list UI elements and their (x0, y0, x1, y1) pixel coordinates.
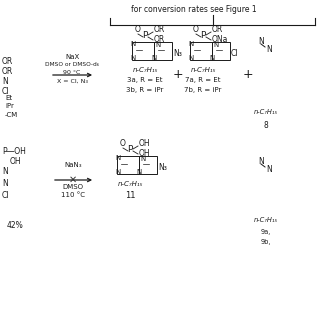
Text: 7a, R = Et: 7a, R = Et (185, 77, 221, 83)
Text: ✕: ✕ (69, 175, 77, 185)
Text: OR: OR (154, 35, 165, 44)
Text: -CM: -CM (5, 112, 18, 118)
Text: 11: 11 (125, 191, 135, 201)
Text: N: N (258, 37, 264, 46)
Bar (132, 42, 154, 60)
Text: N₃: N₃ (158, 164, 167, 172)
Text: 7b, R = iPr: 7b, R = iPr (184, 87, 222, 93)
Text: DMSO or DMSO-d₆: DMSO or DMSO-d₆ (45, 62, 99, 68)
Text: N: N (188, 55, 193, 61)
Text: 110 °C: 110 °C (61, 192, 85, 198)
Text: iPr: iPr (5, 103, 14, 109)
Text: P: P (200, 31, 206, 41)
Text: N: N (258, 157, 264, 166)
Text: Cl: Cl (2, 191, 10, 201)
Text: N: N (266, 165, 272, 174)
Text: N: N (209, 55, 214, 61)
Bar (212, 42, 230, 60)
Text: OR: OR (2, 58, 13, 67)
Text: N: N (130, 55, 135, 61)
Text: Cl: Cl (231, 50, 238, 59)
Text: P: P (142, 31, 148, 41)
Bar (139, 156, 157, 174)
Text: OH: OH (10, 157, 22, 166)
Bar (154, 42, 172, 60)
Text: N: N (2, 167, 8, 177)
Text: N: N (115, 169, 120, 175)
Text: 90 °C: 90 °C (63, 69, 81, 75)
Text: N₃: N₃ (173, 50, 182, 59)
Text: N: N (188, 41, 193, 47)
Text: OH: OH (139, 140, 151, 148)
Text: NaN₃: NaN₃ (64, 162, 82, 168)
Text: ONa: ONa (212, 35, 228, 44)
Text: N: N (136, 169, 141, 175)
Text: N: N (130, 41, 135, 47)
Text: Et: Et (5, 95, 12, 101)
Bar (117, 156, 139, 174)
Text: 3a, R = Et: 3a, R = Et (127, 77, 163, 83)
Text: OR: OR (154, 26, 165, 35)
Text: NaX: NaX (65, 54, 79, 60)
Text: +: + (173, 68, 183, 82)
Text: for conversion rates see Figure 1: for conversion rates see Figure 1 (131, 5, 257, 14)
Text: N: N (2, 180, 8, 188)
Text: N: N (140, 156, 145, 162)
Text: N: N (151, 55, 156, 61)
Text: O: O (193, 26, 199, 35)
Bar (190, 42, 212, 60)
Text: +: + (243, 68, 253, 82)
Text: n-C₇H₁₅: n-C₇H₁₅ (117, 181, 143, 187)
Text: O: O (135, 26, 141, 35)
Text: n-C₇H₁₅: n-C₇H₁₅ (254, 109, 278, 115)
Text: DMSO: DMSO (62, 184, 84, 190)
Text: 42%: 42% (7, 220, 23, 229)
Text: N: N (115, 155, 120, 161)
Text: OR: OR (2, 68, 13, 76)
Text: O: O (120, 140, 126, 148)
Text: OH: OH (139, 148, 151, 157)
Text: N: N (213, 42, 218, 48)
Text: 9b,: 9b, (261, 239, 271, 245)
Text: X = Cl, N₃: X = Cl, N₃ (57, 78, 87, 84)
Text: 3b, R = iPr: 3b, R = iPr (126, 87, 164, 93)
Text: n-C₇H₁₅: n-C₇H₁₅ (190, 67, 216, 73)
Text: P: P (127, 146, 133, 155)
Text: N: N (2, 77, 8, 86)
Text: OR: OR (212, 26, 223, 35)
Text: N: N (155, 42, 160, 48)
Text: 8: 8 (264, 121, 268, 130)
Text: P―OH: P―OH (2, 148, 26, 156)
Text: n-C₇H₁₅: n-C₇H₁₅ (254, 217, 278, 223)
Text: N: N (266, 45, 272, 54)
Text: 9a,: 9a, (261, 229, 271, 235)
Text: Cl: Cl (2, 86, 10, 95)
Text: n-C₇H₁₅: n-C₇H₁₅ (132, 67, 158, 73)
